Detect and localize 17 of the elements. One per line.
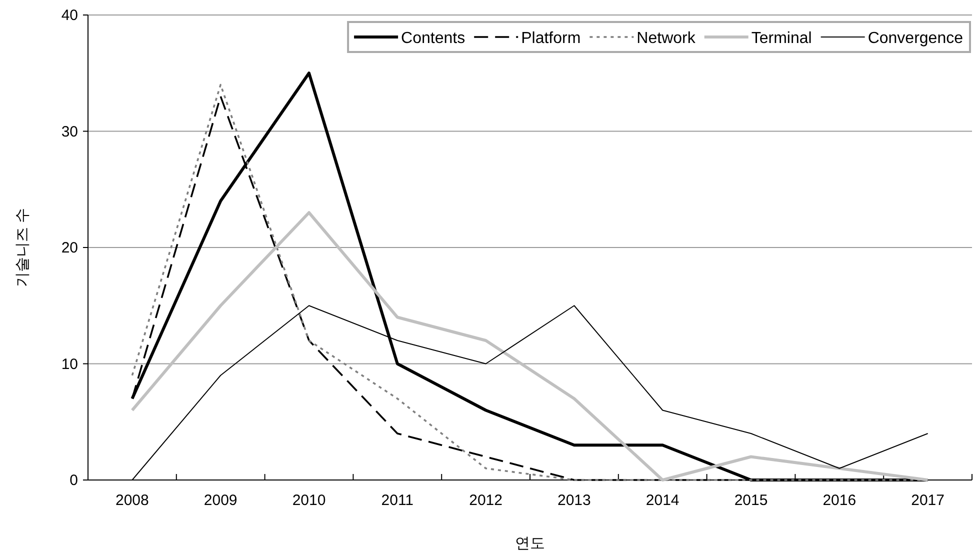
x-tick-label: 2010: [292, 492, 326, 509]
legend-label: Convergence: [868, 30, 964, 47]
x-tick-label: 2016: [822, 492, 856, 509]
x-axis-title: 연도: [515, 535, 545, 552]
x-tick-label: 2009: [204, 492, 238, 509]
x-tick-label: 2008: [116, 492, 149, 509]
x-tick-label: 2013: [558, 492, 591, 509]
x-tick-label: 2014: [646, 492, 680, 509]
x-tick-label: 2011: [381, 492, 414, 509]
legend-label: Platform: [521, 30, 581, 47]
legend-label: Network: [636, 30, 696, 47]
y-axis-title: 기술니즈 수: [14, 208, 31, 288]
x-tick-label: 2017: [911, 492, 944, 509]
legend-label: Terminal: [751, 30, 812, 47]
x-tick-label: 2012: [469, 492, 502, 509]
x-tick-label: 2015: [734, 492, 768, 509]
legend-label: Contents: [401, 30, 466, 47]
